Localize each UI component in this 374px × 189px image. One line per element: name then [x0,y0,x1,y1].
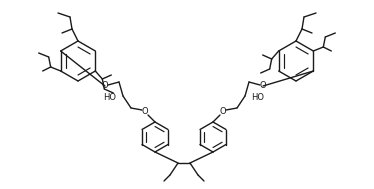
Text: O: O [102,81,108,91]
Text: O: O [220,108,226,116]
Text: O: O [260,81,266,91]
Text: HO: HO [104,94,116,102]
Text: HO: HO [251,94,264,102]
Text: O: O [142,108,148,116]
